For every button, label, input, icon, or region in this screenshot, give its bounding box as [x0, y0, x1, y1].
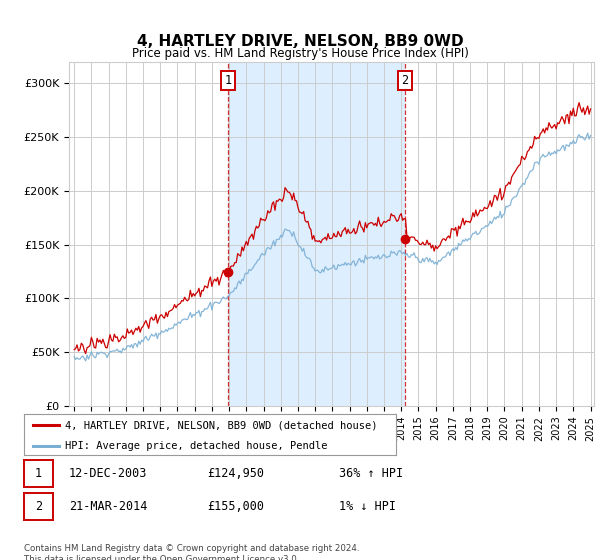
Text: 2: 2 — [35, 500, 42, 513]
Text: 36% ↑ HPI: 36% ↑ HPI — [339, 467, 403, 480]
Text: 1% ↓ HPI: 1% ↓ HPI — [339, 500, 396, 513]
Text: £155,000: £155,000 — [207, 500, 264, 513]
Text: Price paid vs. HM Land Registry's House Price Index (HPI): Price paid vs. HM Land Registry's House … — [131, 47, 469, 60]
Text: 1: 1 — [35, 467, 42, 480]
Text: 4, HARTLEY DRIVE, NELSON, BB9 0WD (detached house): 4, HARTLEY DRIVE, NELSON, BB9 0WD (detac… — [65, 421, 377, 430]
Text: Contains HM Land Registry data © Crown copyright and database right 2024.
This d: Contains HM Land Registry data © Crown c… — [24, 544, 359, 560]
Text: £124,950: £124,950 — [207, 467, 264, 480]
Text: 4, HARTLEY DRIVE, NELSON, BB9 0WD: 4, HARTLEY DRIVE, NELSON, BB9 0WD — [137, 34, 463, 49]
Text: 12-DEC-2003: 12-DEC-2003 — [69, 467, 148, 480]
Text: HPI: Average price, detached house, Pendle: HPI: Average price, detached house, Pend… — [65, 441, 328, 451]
Text: 2: 2 — [401, 74, 409, 87]
Text: 1: 1 — [224, 74, 232, 87]
Bar — [228, 62, 405, 406]
Text: 21-MAR-2014: 21-MAR-2014 — [69, 500, 148, 513]
